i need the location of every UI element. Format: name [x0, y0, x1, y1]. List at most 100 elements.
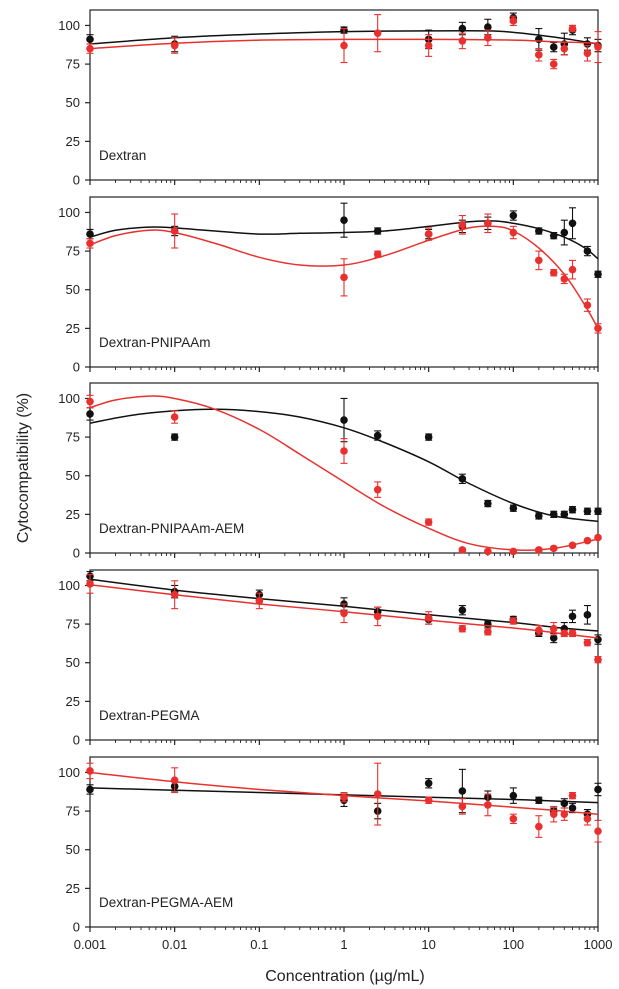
red-series-data-point: [255, 592, 264, 610]
y-tick-label: 100: [58, 765, 80, 780]
marker: [535, 626, 543, 635]
y-tick-label: 50: [66, 95, 80, 110]
red-series-data-point: [373, 481, 382, 498]
y-tick-label: 75: [66, 804, 80, 819]
black-series-data-point: [340, 397, 348, 443]
x-tick-label: 100: [502, 937, 524, 952]
marker: [560, 629, 569, 638]
marker: [170, 413, 179, 421]
black-series-data-point: [568, 609, 577, 624]
red-series-data-point: [509, 225, 518, 240]
y-tick-label: 75: [66, 617, 80, 632]
marker: [549, 231, 558, 240]
x-tick-label: 0.1: [250, 937, 268, 952]
marker: [170, 433, 179, 441]
red-series-data-point: [568, 541, 577, 550]
marker: [340, 416, 348, 424]
marker: [373, 250, 382, 258]
red-series-data-point: [373, 250, 382, 258]
marker: [424, 41, 433, 50]
marker: [549, 544, 558, 553]
marker: [458, 24, 467, 33]
marker: [583, 507, 592, 516]
black-series-data-point: [583, 604, 592, 625]
red-series-data-point: [170, 213, 179, 249]
black-series-data-point: [86, 228, 94, 240]
black-series-data-point: [86, 407, 94, 421]
black-series-fit-line: [89, 220, 599, 260]
black-series-data-point: [594, 782, 602, 797]
black-series-data-point: [535, 796, 543, 805]
red-series-fit-line: [89, 225, 599, 329]
marker: [535, 51, 543, 59]
red-series-fit-line: [89, 395, 599, 552]
red-series-data-point: [484, 29, 492, 47]
red-series-data-point: [424, 796, 433, 805]
marker: [535, 256, 543, 265]
red-series-data-point: [86, 762, 94, 780]
red-series-data-point: [535, 250, 543, 271]
marker: [549, 624, 558, 633]
marker: [568, 219, 577, 228]
x-tick-label: 10: [421, 937, 435, 952]
red-series-data-point: [458, 214, 467, 235]
red-series-data-point: [549, 621, 558, 636]
marker: [583, 49, 592, 58]
marker: [484, 219, 492, 228]
marker: [568, 541, 577, 550]
x-axis-title: Concentration (µg/mL): [265, 968, 425, 985]
y-tick-label: 0: [73, 360, 80, 375]
red-series-data-point: [509, 617, 518, 625]
black-series-data-point: [594, 507, 602, 516]
marker: [568, 612, 577, 621]
red-series-data-point: [509, 813, 518, 825]
marker: [594, 43, 602, 51]
marker: [549, 810, 558, 818]
red-series-data-point: [594, 533, 602, 542]
panel-4: 0 25 50 75 100 Dextran-PEGMA-AEM: [58, 756, 602, 935]
red-series-data-point: [549, 544, 558, 553]
red-series-data-point: [549, 268, 558, 277]
red-series-data-point: [583, 812, 592, 826]
black-series-data-point: [594, 270, 602, 279]
marker: [340, 216, 348, 224]
red-series-data-point: [560, 273, 569, 285]
red-series-data-point: [560, 629, 569, 638]
panel-1: 0 25 50 75 100 Dextran-PNIPAAm: [58, 196, 602, 375]
red-series-data-point: [583, 536, 592, 545]
marker: [583, 301, 592, 309]
marker: [568, 804, 577, 812]
marker: [594, 507, 602, 516]
red-series-data-point: [86, 574, 94, 594]
y-tick-label: 100: [58, 391, 80, 406]
y-tick-label: 25: [66, 694, 80, 709]
marker: [340, 609, 348, 618]
marker: [549, 60, 558, 68]
red-series-data-point: [86, 394, 94, 409]
red-series-data-point: [424, 34, 433, 57]
black-series-data-point: [583, 507, 592, 516]
red-series-data-point: [560, 807, 569, 821]
marker: [458, 787, 467, 795]
panel-label: Dextran-PEGMA: [99, 708, 200, 723]
red-series-data-point: [594, 819, 602, 843]
marker: [509, 617, 518, 625]
red-series-data-point: [535, 815, 543, 838]
red-series-data-point: [373, 762, 382, 826]
marker: [535, 35, 543, 44]
red-series-data-point: [583, 638, 592, 647]
y-tick-label: 50: [66, 655, 80, 670]
marker: [583, 247, 592, 255]
marker: [560, 228, 569, 237]
marker: [458, 475, 467, 483]
y-tick-label: 75: [66, 244, 80, 259]
red-series-data-point: [509, 15, 518, 27]
marker: [86, 580, 94, 588]
x-tick-label: 0.001: [74, 937, 107, 952]
marker: [535, 822, 543, 831]
red-series-data-point: [568, 629, 577, 638]
y-tick-label: 0: [73, 920, 80, 935]
y-tick-label: 25: [66, 321, 80, 336]
red-series-data-point: [458, 624, 467, 633]
marker: [424, 779, 433, 788]
